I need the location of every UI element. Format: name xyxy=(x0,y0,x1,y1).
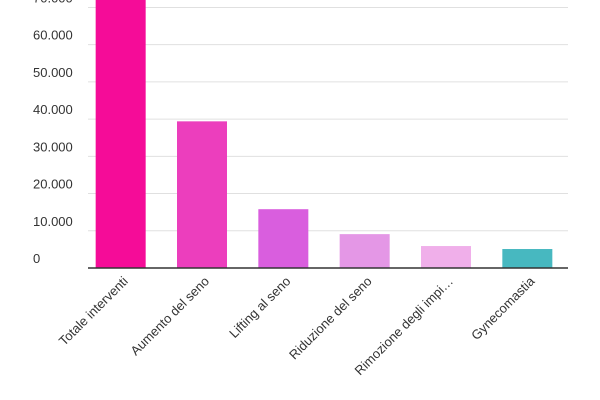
y-tick-label: 60.000 xyxy=(33,28,73,43)
y-tick-label: 10.000 xyxy=(33,214,73,229)
bar xyxy=(95,0,146,269)
y-tick-label: 50.000 xyxy=(33,65,73,80)
y-tick-label: 40.000 xyxy=(33,102,73,117)
x-tick-label: Totale interventi xyxy=(56,273,131,348)
x-tick-label: Riduzione del seno xyxy=(286,274,375,363)
x-tick-label: Aumento del seno xyxy=(127,274,212,359)
x-tick-label: Gynecomastia xyxy=(468,273,538,343)
bar xyxy=(339,234,390,268)
bar xyxy=(177,121,227,268)
bar xyxy=(502,249,553,268)
y-tick-label: 0 xyxy=(33,251,40,266)
x-tick-label: Lifting al seno xyxy=(226,274,293,341)
y-tick-label: 70.000 xyxy=(33,0,73,5)
y-tick-label: 20.000 xyxy=(33,177,73,192)
bar xyxy=(421,246,471,268)
y-tick-label: 30.000 xyxy=(33,139,73,154)
bar xyxy=(258,209,309,268)
